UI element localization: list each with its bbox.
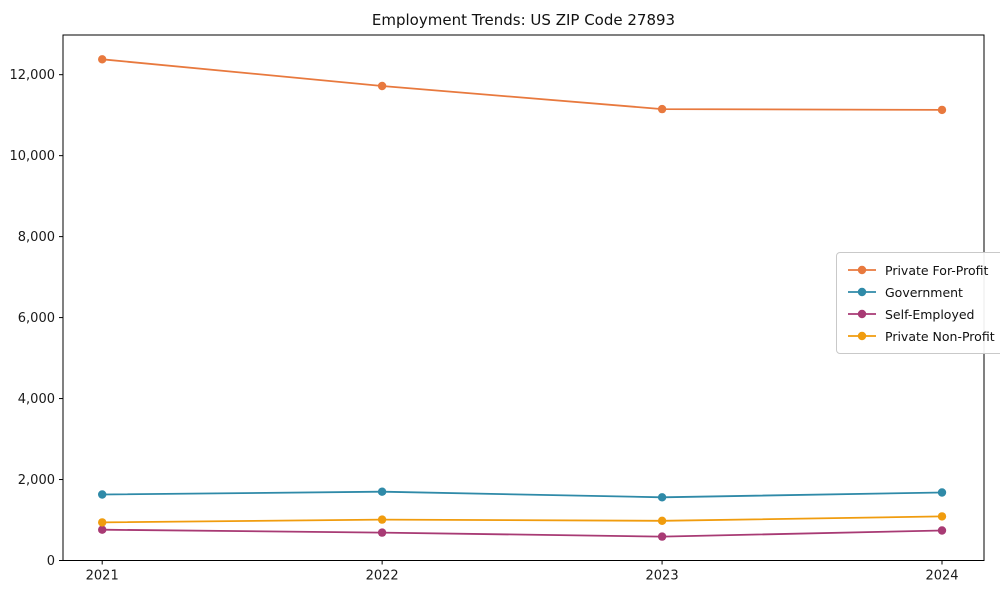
- legend-sample-dot: [857, 287, 867, 297]
- data-point-government-2024: [937, 488, 947, 497]
- chart-title: Employment Trends: US ZIP Code 27893: [371, 11, 676, 29]
- x-axis-tick-label: 2023: [646, 569, 679, 584]
- legend-sample-dot: [857, 309, 867, 319]
- data-point-self-employed-2022: [377, 528, 387, 537]
- data-point-self-employed-2021: [98, 525, 107, 534]
- legend-entry-self-employed: Self-Employed: [847, 303, 995, 325]
- y-axis-tick-label: 12,000: [10, 68, 56, 83]
- y-axis-tick-label: 4,000: [18, 392, 55, 407]
- data-point-government-2021: [98, 490, 107, 499]
- x-axis-tick-label: 2021: [86, 569, 119, 584]
- legend-label: Private Non-Profit: [885, 328, 995, 344]
- data-point-self-employed-2023: [657, 532, 667, 541]
- data-point-government-2023: [657, 493, 667, 502]
- series-line-self-employed: [102, 528, 943, 538]
- legend-line-marker-icon: [848, 331, 876, 341]
- data-point-private-non-profit-2021: [98, 518, 107, 527]
- data-point-private-for-profit-2024: [937, 105, 947, 115]
- legend-line-marker-icon: [848, 309, 876, 319]
- data-point-private-non-profit-2022: [377, 515, 387, 524]
- legend-entry-private-non-profit: Private Non-Profit: [847, 325, 995, 347]
- data-point-self-employed-2024: [937, 526, 947, 535]
- data-point-private-non-profit-2023: [657, 516, 667, 525]
- x-axis-tick-label: 2022: [366, 569, 399, 584]
- legend-entry-private-for-profit: Private For-Profit: [847, 259, 995, 281]
- y-axis-tick-label: 6,000: [18, 311, 55, 326]
- series-line-private-for-profit: [102, 58, 943, 111]
- legend-label: Government: [885, 284, 963, 300]
- data-point-private-for-profit-2023: [657, 104, 667, 114]
- legend-sample-dot: [857, 265, 867, 275]
- chart-legend: Private For-Profit Government Self-Employe…: [836, 252, 1000, 354]
- legend-entry-government: Government: [847, 281, 995, 303]
- y-axis-tick-label: 10,000: [10, 149, 56, 164]
- x-axis-tick-label: 2024: [925, 569, 958, 584]
- series-line-government: [102, 490, 943, 499]
- legend-line-marker-icon: [848, 265, 876, 275]
- legend-sample-dot: [857, 331, 867, 341]
- legend-label: Self-Employed: [885, 306, 975, 322]
- y-axis-tick-label: 2,000: [18, 473, 55, 488]
- series-line-private-non-profit: [102, 515, 943, 524]
- data-point-private-for-profit-2021: [98, 55, 107, 64]
- y-axis-tick-label: 8,000: [18, 230, 55, 245]
- data-point-private-non-profit-2024: [937, 512, 947, 521]
- legend-line-marker-icon: [848, 287, 876, 297]
- data-point-private-for-profit-2022: [377, 81, 387, 91]
- legend-label: Private For-Profit: [885, 262, 989, 278]
- y-axis-tick-label: 0: [47, 554, 55, 569]
- data-point-government-2022: [377, 487, 387, 496]
